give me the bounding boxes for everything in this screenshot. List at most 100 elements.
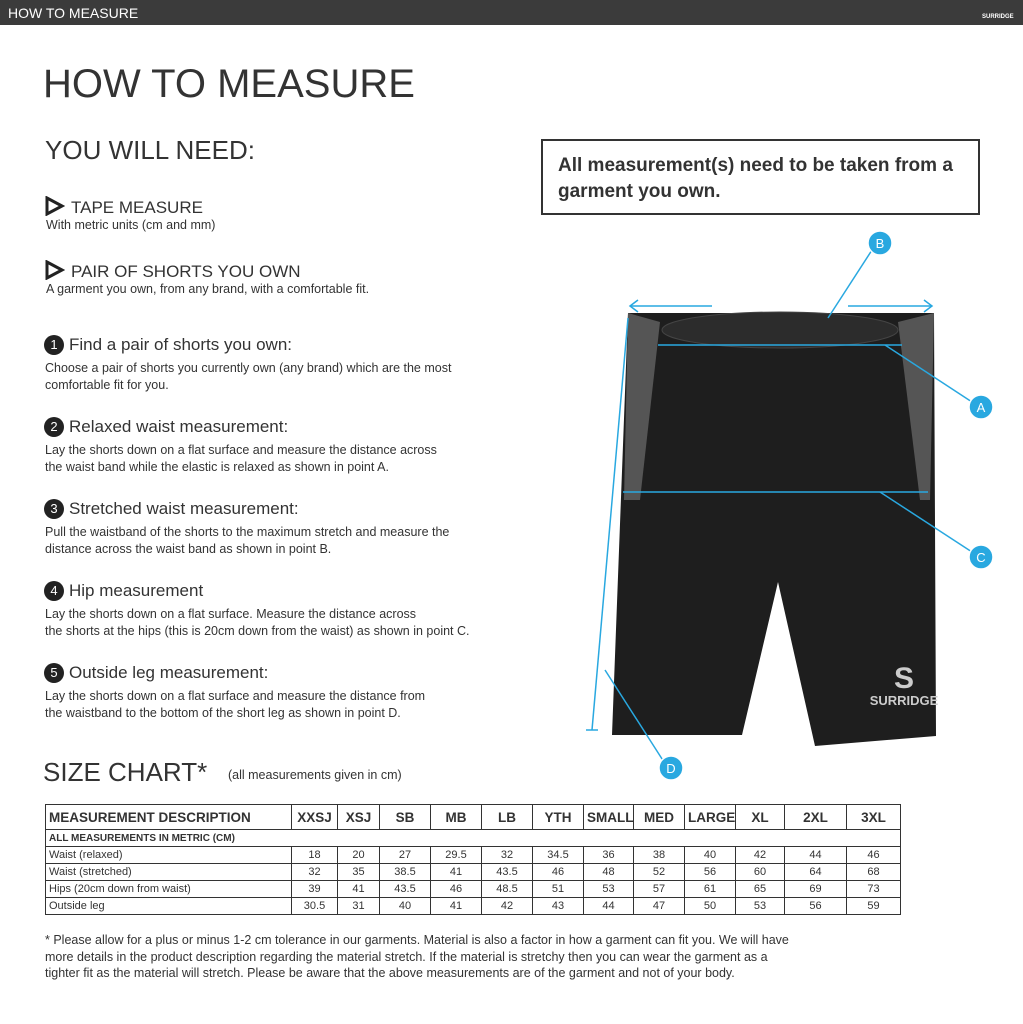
- header-cell: MB: [430, 804, 482, 830]
- value-cell: 43.5: [481, 863, 533, 881]
- value-cell: 50: [684, 897, 736, 915]
- triangle: [45, 259, 66, 281]
- step-number: 2: [44, 417, 64, 437]
- value-cell: 53: [735, 897, 785, 915]
- value-cell: 34.5: [532, 846, 584, 864]
- need-text: With metric units (cm and mm): [46, 218, 216, 232]
- step-title: Outside leg measurement:: [69, 663, 269, 682]
- value-cell: 18: [291, 846, 338, 864]
- step-text: Lay the shorts down on a flat surface. M…: [45, 607, 417, 621]
- value-cell: 35: [337, 863, 380, 881]
- value-cell: 43.5: [379, 880, 431, 898]
- step-number: 3: [44, 499, 64, 519]
- value-cell: 42: [735, 846, 785, 864]
- step-heading: 1 Find a pair of shorts you own:: [44, 335, 292, 355]
- waistband: [661, 311, 899, 349]
- header-cell: 3XL: [846, 804, 901, 830]
- step-text: comfortable fit for you.: [45, 378, 169, 392]
- step-number: 1: [44, 335, 64, 355]
- value-cell: 48.5: [481, 880, 533, 898]
- header-cell: XXSJ: [291, 804, 338, 830]
- value-cell: 56: [784, 897, 847, 915]
- value-cell: 32: [481, 846, 533, 864]
- data-row: Waist (relaxed) 18 20 27 29.5 32 34.5 36 38 40 42 4…: [45, 846, 901, 864]
- step-heading: 5 Outside leg measurement:: [44, 663, 268, 683]
- value-cell: 46: [532, 863, 584, 881]
- value-cell: 27: [379, 846, 431, 864]
- point-label: C: [976, 550, 985, 565]
- value-cell: 73: [846, 880, 901, 898]
- step-text: distance across the waist band as shown …: [45, 542, 332, 556]
- header-cell: SMALL: [583, 804, 634, 830]
- step-text: the waistband to the bottom of the short…: [45, 706, 401, 720]
- value-cell: 46: [846, 846, 901, 864]
- step-text: Lay the shorts down on a flat surface an…: [45, 443, 437, 457]
- data-row: Outside leg 30.5 31 40 41 42 43 44 47 50 53 56 59: [45, 897, 901, 915]
- top-bar: [0, 0, 1023, 25]
- row-label: Outside leg: [45, 897, 292, 915]
- header-cell: LB: [481, 804, 533, 830]
- page-title: HOW TO MEASURE: [43, 62, 415, 106]
- data-row: Waist (stretched) 32 35 38.5 41 43.5 46 48 52 56 6…: [45, 863, 901, 881]
- value-cell: 36: [583, 846, 634, 864]
- value-cell: 44: [583, 897, 634, 915]
- shorts-diagram: B A C D SURRIDGE S: [586, 230, 994, 781]
- shorts-body: [612, 313, 936, 746]
- triangle: [45, 195, 66, 217]
- notice: All measurement(s) need to be taken from…: [541, 139, 980, 215]
- step-text: Choose a pair of shorts you currently ow…: [45, 361, 452, 375]
- step-title: Hip measurement: [69, 581, 204, 600]
- value-cell: 29.5: [430, 846, 482, 864]
- value-cell: 31: [337, 897, 380, 915]
- row-label: Waist (relaxed): [45, 846, 292, 864]
- need-heading: YOU WILL NEED:: [45, 135, 255, 165]
- value-cell: 51: [532, 880, 584, 898]
- need-title: PAIR OF SHORTS YOU OWN: [71, 262, 301, 281]
- step-heading: 3 Stretched waist measurement:: [44, 499, 299, 519]
- value-cell: 40: [379, 897, 431, 915]
- need-text: A garment you own, from any brand, with …: [46, 282, 370, 296]
- footnote: * Please allow for a plus or minus 1-2 c…: [45, 933, 789, 947]
- value-cell: 41: [430, 897, 482, 915]
- step-text: Pull the waistband of the shorts to the …: [45, 525, 450, 539]
- step-number: 4: [44, 581, 64, 601]
- value-cell: 41: [337, 880, 380, 898]
- need-item: PAIR OF SHORTS YOU OWN: [45, 259, 301, 282]
- value-cell: 32: [291, 863, 338, 881]
- data-row: Hips (20cm down from waist) 39 41 43.5 46 48.…: [45, 880, 901, 898]
- header-cell: LARGE: [684, 804, 736, 830]
- value-cell: 38: [633, 846, 685, 864]
- step-heading: 2 Relaxed waist measurement:: [44, 417, 288, 437]
- value-cell: 48: [583, 863, 634, 881]
- value-cell: 69: [784, 880, 847, 898]
- side-panel: [624, 313, 660, 500]
- value-cell: 39: [291, 880, 338, 898]
- value-cell: 52: [633, 863, 685, 881]
- step-title: Find a pair of shorts you own:: [69, 335, 293, 354]
- triangle-icon: [45, 195, 66, 217]
- value-cell: 47: [633, 897, 685, 915]
- value-cell: 61: [684, 880, 736, 898]
- header-cell: SB: [379, 804, 431, 830]
- subheader-row: ALL MEASUREMENTS IN METRIC (CM): [45, 829, 901, 847]
- header-cell: MED: [633, 804, 685, 830]
- subheader-cell: ALL MEASUREMENTS IN METRIC (CM): [45, 829, 901, 847]
- need-title: TAPE MEASURE: [71, 198, 203, 217]
- value-cell: 64: [784, 863, 847, 881]
- value-cell: 60: [735, 863, 785, 881]
- point-label: D: [666, 761, 675, 776]
- point-label: B: [876, 236, 885, 251]
- step-title: Relaxed waist measurement:: [69, 417, 289, 436]
- step-heading: 4 Hip measurement: [44, 581, 203, 601]
- value-cell: 44: [784, 846, 847, 864]
- point-marker: [658, 755, 684, 781]
- value-cell: 41: [430, 863, 482, 881]
- value-cell: 59: [846, 897, 901, 915]
- row-label: Hips (20cm down from waist): [45, 880, 292, 898]
- step-text: the shorts at the hips (this is 20cm dow…: [45, 624, 470, 638]
- chart-title: SIZE CHART*: [43, 757, 208, 787]
- value-cell: 57: [633, 880, 685, 898]
- step-number: 5: [44, 663, 64, 683]
- chart-note: (all measurements given in cm): [228, 768, 402, 782]
